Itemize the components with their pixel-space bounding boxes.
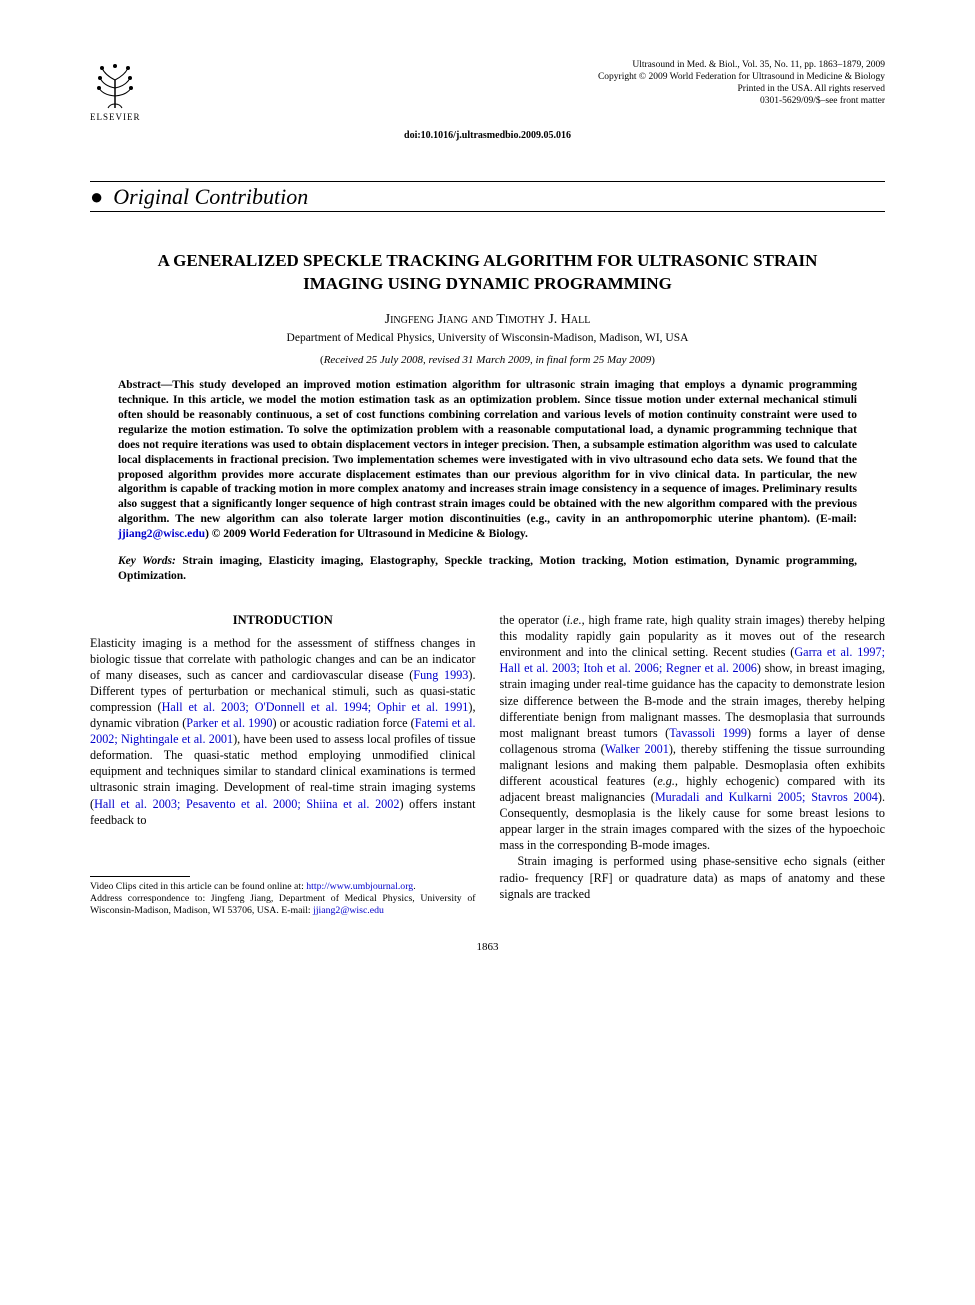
abstract-body: Abstract—This study developed an improve… xyxy=(118,379,857,525)
citation-link[interactable]: Hall et al. 2003; O'Donnell et al. 1994;… xyxy=(162,700,469,714)
header-row: ELSEVIER Ultrasound in Med. & Biol., Vol… xyxy=(90,60,885,122)
abstract-tail: ) © 2009 World Federation for Ultrasound… xyxy=(205,528,528,540)
footnote-email-link[interactable]: jjiang2@wisc.edu xyxy=(313,905,384,916)
footnote-address: Address correspondence to: Jingfeng Jian… xyxy=(90,893,476,917)
body-columns: INTRODUCTION Elasticity imaging is a met… xyxy=(90,612,885,917)
footnote-video: Video Clips cited in this article can be… xyxy=(90,881,476,893)
publisher-logo-block: ELSEVIER xyxy=(90,60,141,122)
elsevier-tree-icon xyxy=(90,60,140,110)
section-heading: INTRODUCTION xyxy=(90,612,476,629)
column-right: the operator (i.e., high frame rate, hig… xyxy=(500,612,886,917)
paragraph: Elasticity imaging is a method for the a… xyxy=(90,635,476,828)
citation-link[interactable]: Muradali and Kulkarni 2005; Stavros 2004 xyxy=(655,790,878,804)
article-title: A GENERALIZED SPECKLE TRACKING ALGORITHM… xyxy=(130,250,845,296)
journal-line: Printed in the USA. All rights reserved xyxy=(598,84,885,96)
keywords-text: Strain imaging, Elasticity imaging, Elas… xyxy=(118,555,857,582)
paragraph: the operator (i.e., high frame rate, hig… xyxy=(500,612,886,853)
date-received: Received 25 July 2008, xyxy=(324,354,429,366)
abstract-email-link[interactable]: jjiang2@wisc.edu xyxy=(118,528,205,540)
affiliation: Department of Medical Physics, Universit… xyxy=(90,332,885,344)
doi: doi:10.1016/j.ultrasmedbio.2009.05.016 xyxy=(90,130,885,141)
citation-link[interactable]: Tavassoli 1999 xyxy=(669,726,747,740)
citation-link[interactable]: Walker 2001 xyxy=(605,742,669,756)
bullet-icon: ● xyxy=(90,186,103,208)
keywords: Key Words: Strain imaging, Elasticity im… xyxy=(118,554,857,584)
journal-line: 0301-5629/09/$–see front matter xyxy=(598,96,885,108)
contribution-label: Original Contribution xyxy=(113,184,308,210)
footnote-link[interactable]: http://www.umbjournal.org xyxy=(306,881,413,892)
citation-link[interactable]: Fung 1993 xyxy=(413,668,468,682)
date-final: in final form 25 May 2009 xyxy=(535,354,651,366)
date-revised: revised 31 March 2009, xyxy=(428,354,535,366)
publisher-name: ELSEVIER xyxy=(90,112,141,122)
journal-info: Ultrasound in Med. & Biol., Vol. 35, No.… xyxy=(598,60,885,108)
paragraph: Strain imaging is performed using phase-… xyxy=(500,853,886,901)
dates: (Received 25 July 2008, revised 31 March… xyxy=(90,354,885,366)
contribution-banner: ● Original Contribution xyxy=(90,181,885,212)
citation-link[interactable]: Hall et al. 2003; Pesavento et al. 2000;… xyxy=(94,797,399,811)
journal-line: Copyright © 2009 World Federation for Ul… xyxy=(598,72,885,84)
journal-line: Ultrasound in Med. & Biol., Vol. 35, No.… xyxy=(598,60,885,72)
footnote-separator xyxy=(90,876,190,877)
page-number: 1863 xyxy=(90,941,885,953)
abstract: Abstract—This study developed an improve… xyxy=(118,378,857,542)
citation-link[interactable]: Parker et al. 1990 xyxy=(186,716,272,730)
keywords-label: Key Words: xyxy=(118,555,182,567)
column-left: INTRODUCTION Elasticity imaging is a met… xyxy=(90,612,476,917)
authors: Jingfeng Jiang and Timothy J. Hall xyxy=(90,312,885,328)
